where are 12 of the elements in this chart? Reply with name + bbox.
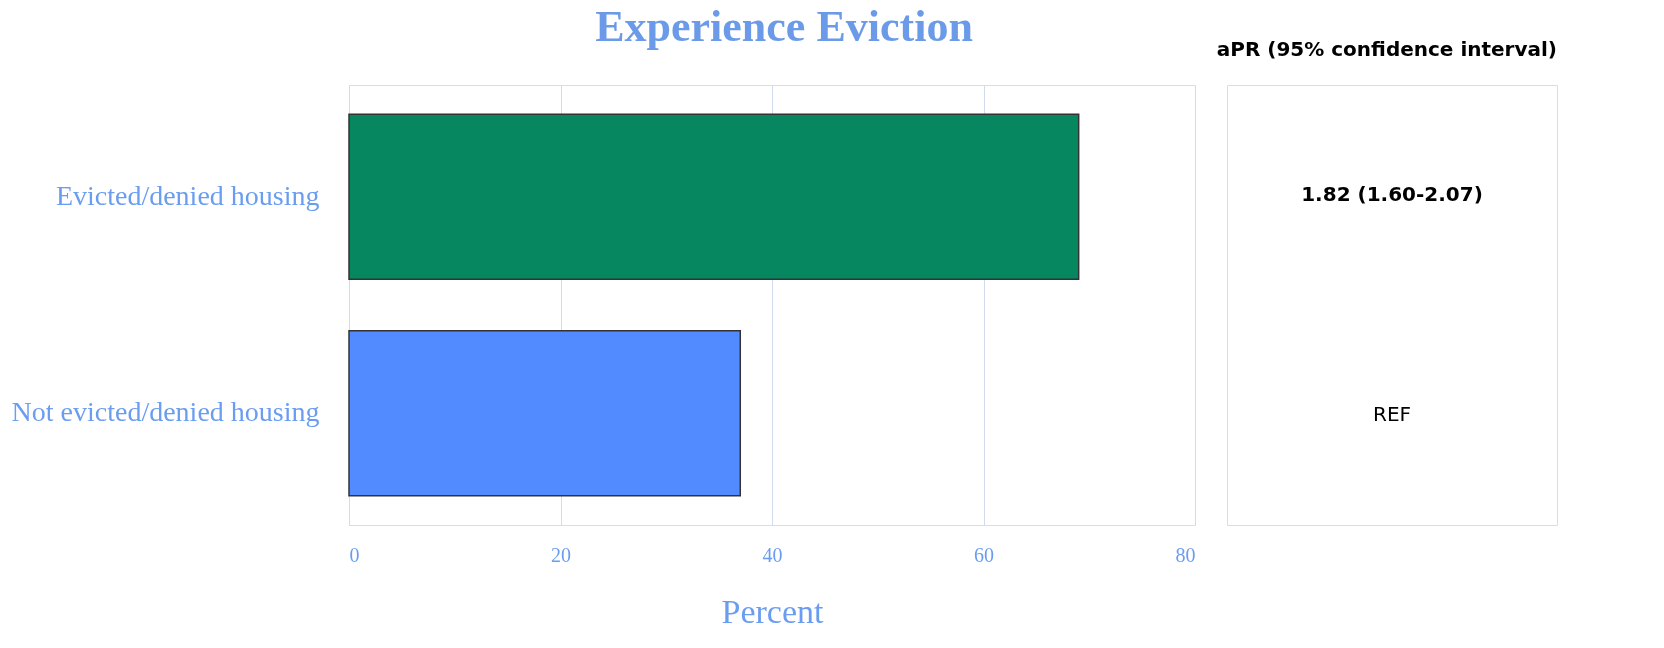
text: REF — [1372, 402, 1412, 426]
y-tick-label: Evicted/denied housing — [55, 179, 320, 211]
x-tick-label: 20 — [551, 543, 571, 566]
x-tick-label: 40 — [762, 543, 783, 566]
chart-title: Experience Eviction — [595, 1, 973, 51]
x-tick-label: 60 — [974, 543, 994, 566]
x-tick-label: 80 — [1175, 543, 1196, 566]
text: aPR (95% confidence interval) — [1216, 37, 1557, 61]
y-tick-label: Not evicted/denied housing — [11, 396, 320, 428]
text: 1.82 (1.60-2.07) — [1301, 182, 1483, 206]
x-axis-title: Percent — [721, 592, 825, 630]
x-tick-label: 0 — [349, 543, 360, 566]
